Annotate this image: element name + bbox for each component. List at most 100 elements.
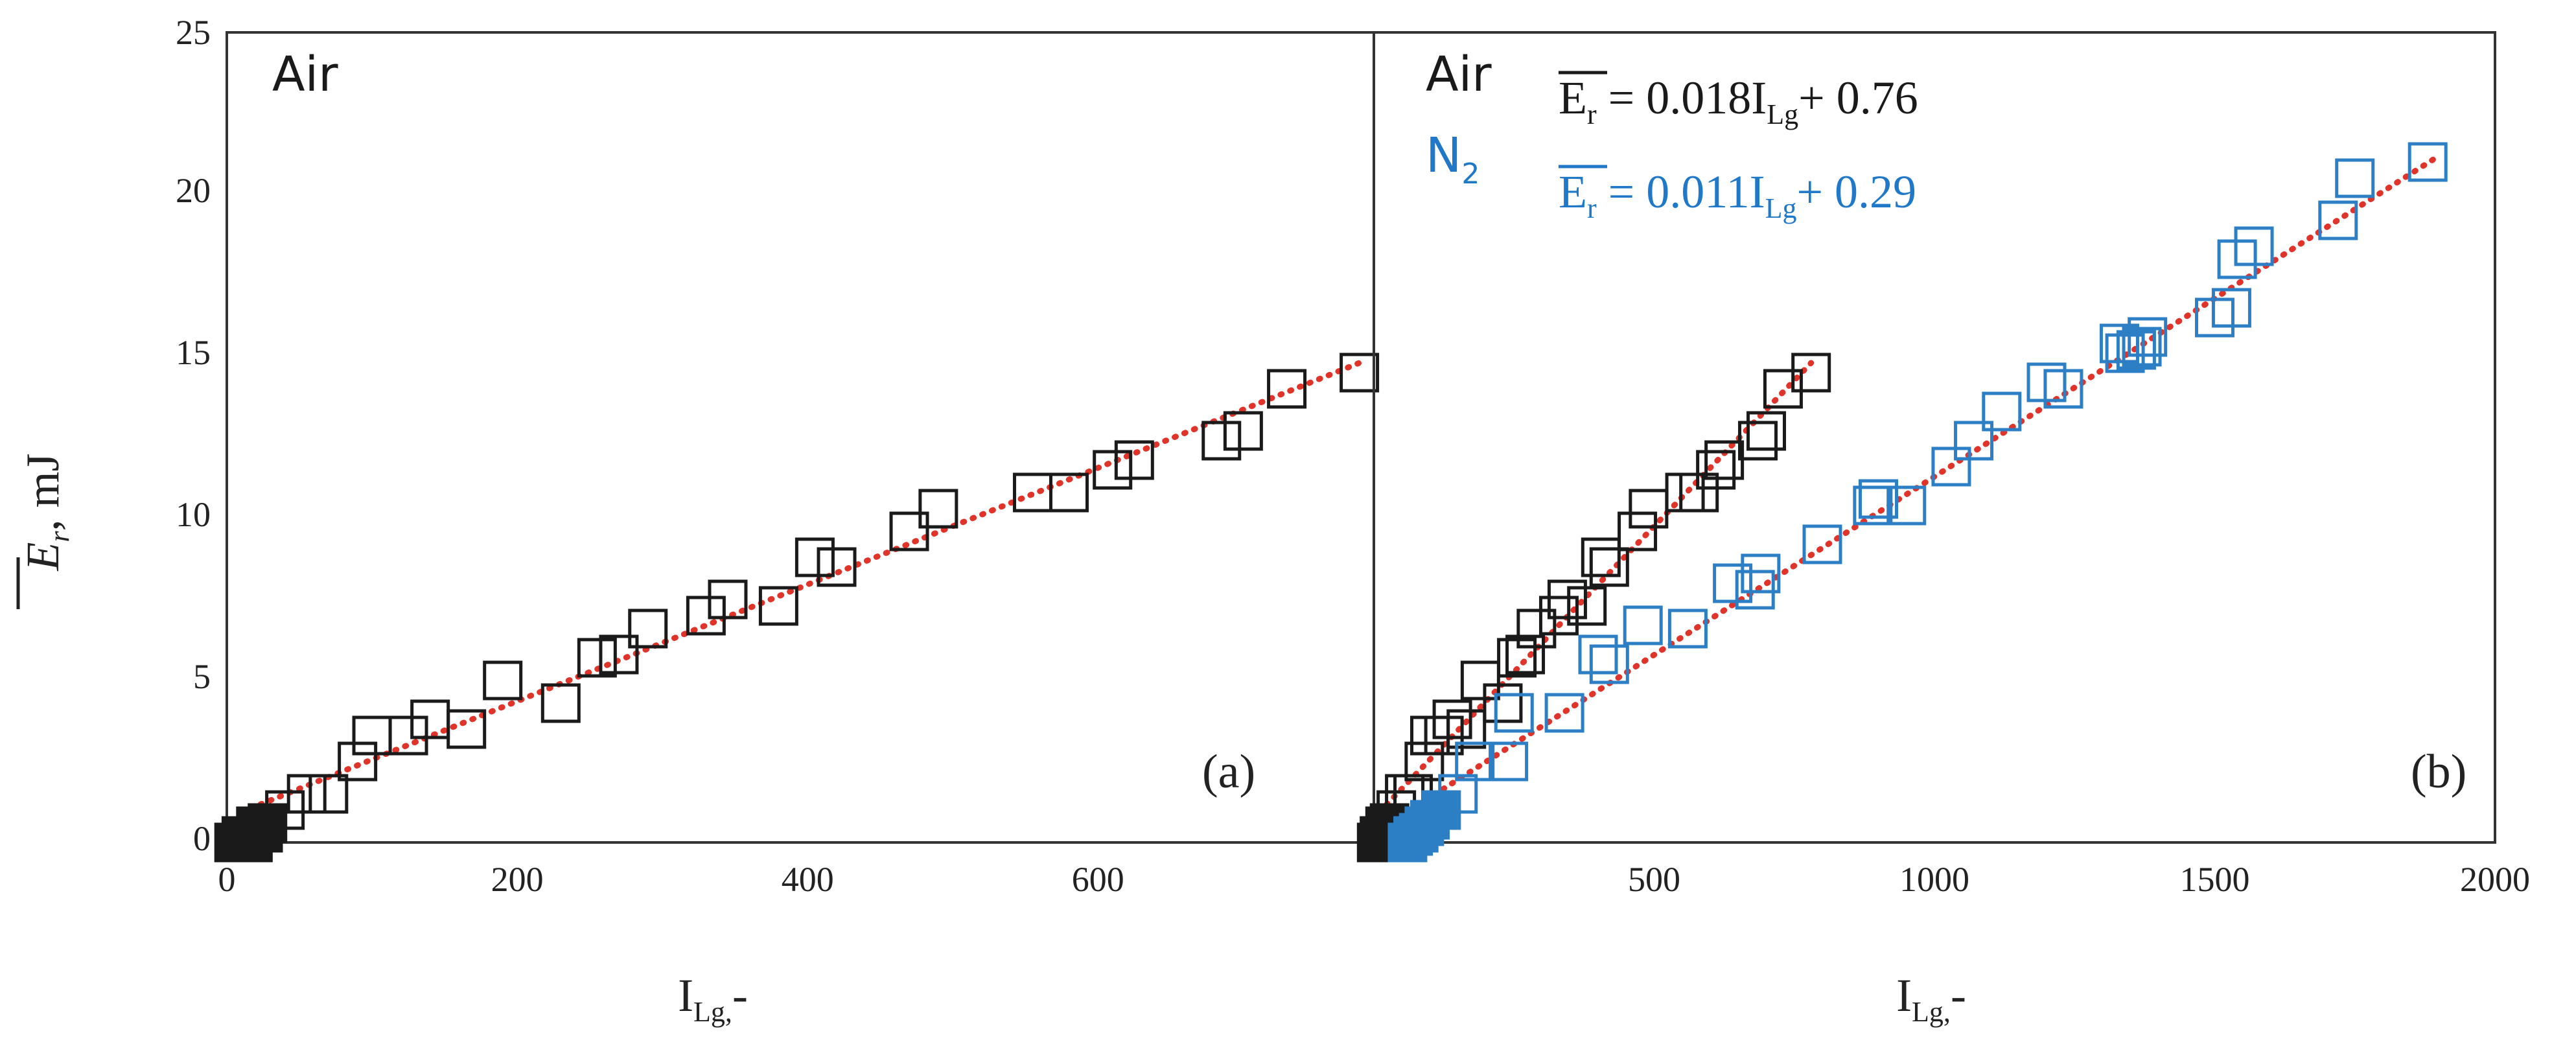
y-tick-label: 25	[176, 13, 211, 52]
x-tick-label: 200	[491, 860, 544, 899]
data-point	[1859, 479, 1898, 519]
y-axis-label-unit: , mJ	[17, 453, 69, 531]
data-point	[1741, 553, 1781, 594]
data-point	[1393, 816, 1433, 856]
data-point	[1618, 511, 1658, 551]
panel-b-points	[1356, 142, 2448, 863]
data-point	[758, 586, 798, 626]
y-tick-label: 5	[193, 657, 211, 696]
panel-a-fit-line	[238, 360, 1363, 815]
data-point	[2408, 142, 2448, 182]
x-tick-label: 400	[782, 860, 834, 899]
data-point	[1267, 369, 1307, 409]
data-point	[1424, 715, 1464, 756]
data-point	[2043, 369, 2083, 409]
y-tick-labels: 0 5 10 15 20 25	[176, 13, 211, 858]
data-point	[2128, 317, 2168, 357]
panel-a-label: (a)	[1202, 745, 1255, 798]
data-point	[1093, 450, 1133, 490]
panel-a-x-ticks: 0 200 400 600	[218, 860, 1124, 899]
data-point	[221, 816, 261, 856]
y-axis-label-main: E	[17, 542, 69, 572]
svg-text:Er, mJ: Er, mJ	[17, 453, 75, 571]
panel-b-fit-lines	[1376, 156, 2437, 826]
data-point	[2234, 226, 2274, 266]
data-point	[1738, 421, 1778, 461]
data-point	[2318, 200, 2358, 240]
data-point	[686, 596, 726, 636]
data-point	[1791, 353, 1831, 393]
data-point	[795, 537, 835, 577]
data-point	[1544, 693, 1584, 733]
data-point	[628, 609, 668, 649]
panel-b-equation-air: Er = 0.018ILg+ 0.76	[1559, 71, 1918, 130]
data-point	[1049, 472, 1089, 513]
panel-a-legend-air: Air	[272, 47, 338, 102]
data-point	[1578, 634, 1618, 675]
x-tick-label: 0	[218, 860, 236, 899]
data-point	[286, 774, 327, 814]
data-point	[1516, 609, 1557, 649]
data-point	[1538, 596, 1579, 636]
y-tick-label: 20	[176, 171, 211, 210]
data-point	[1853, 485, 1893, 526]
data-point	[1114, 440, 1154, 480]
data-point	[1954, 421, 1994, 461]
y-axis-label-sub: r	[43, 531, 75, 542]
svg-text:Er = 0.018ILg+ 0.76: Er = 0.018ILg+ 0.76	[1559, 72, 1918, 130]
svg-text:Er = 0.011ILg+ 0.29: Er = 0.011ILg+ 0.29	[1559, 166, 1916, 224]
data-point	[2116, 330, 2156, 370]
data-point	[1483, 683, 1523, 723]
data-point	[2335, 158, 2375, 198]
x-tick-label: 1500	[2180, 860, 2250, 899]
panel-a-x-axis-label: ILg,-	[678, 969, 748, 1028]
data-point	[1589, 547, 1629, 587]
data-point	[1567, 586, 1607, 626]
y-axis-label: Er, mJ	[16, 453, 75, 609]
panel-b-frame	[1373, 31, 2496, 844]
data-point	[1713, 563, 1753, 603]
data-point	[1201, 421, 1242, 461]
data-point	[889, 511, 929, 551]
data-point	[1735, 570, 1775, 610]
data-point	[1982, 391, 2022, 432]
data-point	[708, 579, 748, 620]
data-point	[1494, 693, 1534, 733]
panel-b-legend-air: Air	[1426, 47, 1492, 102]
y-tick-label: 0	[193, 819, 211, 858]
data-point	[1589, 644, 1629, 684]
data-point	[2122, 327, 2162, 367]
data-point	[599, 634, 639, 675]
data-point	[918, 489, 958, 529]
data-point	[308, 774, 349, 814]
data-point	[1340, 353, 1380, 393]
data-point	[1696, 450, 1736, 490]
data-point	[1432, 699, 1472, 739]
data-point	[1667, 609, 1708, 649]
data-point	[1505, 634, 1546, 675]
data-point	[1223, 411, 1263, 451]
data-point	[1581, 537, 1621, 577]
data-point	[388, 715, 428, 756]
y-tick-label: 10	[176, 495, 211, 534]
panel-b-equation-n2: Er = 0.011ILg+ 0.29	[1559, 165, 1916, 224]
data-point	[540, 683, 581, 723]
x-tick-label: 600	[1072, 860, 1124, 899]
data-point	[1886, 485, 1927, 526]
data-point	[1489, 741, 1529, 782]
panel-a-points	[214, 353, 1380, 863]
panel-b: Air N2 Er = 0.018ILg+ 0.76 Er = 0.011ILg…	[1356, 31, 2530, 1028]
fit-line	[238, 360, 1363, 815]
panel-b-legend-n2: N2	[1426, 128, 1479, 191]
x-tick-label: 500	[1628, 860, 1680, 899]
panel-a: Air (a) 0 200 400 600 ILg,-	[214, 31, 1380, 1028]
panel-b-x-axis-label: ILg,-	[1896, 969, 1966, 1028]
x-tick-label: 2000	[2460, 860, 2530, 899]
data-point	[1623, 605, 1663, 645]
data-point	[1802, 524, 1842, 564]
data-point	[447, 709, 487, 749]
data-point	[1446, 709, 1487, 749]
y-tick-label: 15	[176, 333, 211, 372]
data-point	[1763, 369, 1803, 409]
